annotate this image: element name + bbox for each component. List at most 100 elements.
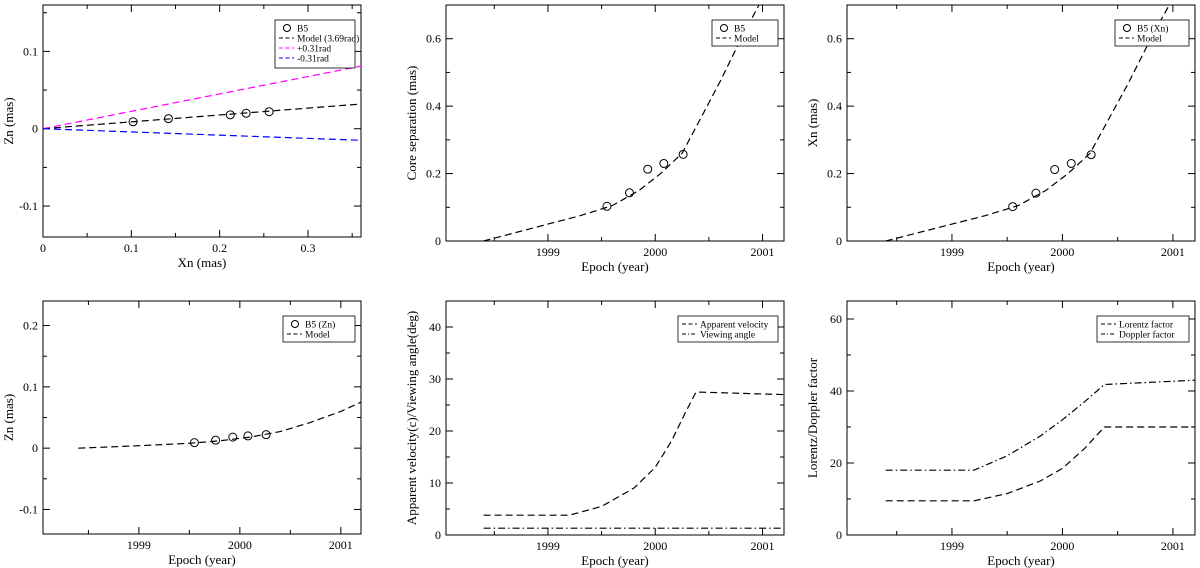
y-tick-label: 0.2	[827, 167, 842, 181]
legend-label: B5	[734, 25, 745, 35]
y-axis-label: Lorentz/Doppler factor	[805, 357, 820, 478]
legend-label: Model (3.69rad)	[297, 34, 359, 45]
plot-frame	[42, 4, 362, 238]
data-point	[1086, 150, 1096, 160]
legend: B5 (Xn)Model	[1114, 19, 1190, 47]
y-axis-label: Zn (mas)	[1, 97, 16, 144]
chart-p5: 1999 2000 2001 0 10 20 30 40 Epoch (year) Apparen…	[404, 300, 785, 568]
plot-frame	[445, 300, 785, 536]
y-tick-label: 20	[429, 424, 441, 438]
x-tick-label: 2000	[228, 538, 252, 552]
series-group	[43, 65, 361, 141]
x-tick-label: 2001	[1161, 245, 1185, 259]
data-point	[264, 107, 274, 117]
legend-label: Model	[305, 331, 330, 341]
legend-label: -0.31rad	[297, 55, 329, 65]
legend-label: Doppler factor	[1119, 330, 1175, 341]
data-point	[189, 438, 199, 448]
legend-box	[274, 19, 356, 69]
data-point	[1008, 202, 1018, 212]
series-group	[483, 391, 784, 529]
x-axis-label: Epoch (year)	[987, 259, 1055, 274]
series-line	[43, 128, 361, 141]
data-point	[241, 108, 251, 118]
x-tick-label: 0.2	[212, 241, 227, 255]
x-tick-label: 1999	[536, 539, 560, 553]
data-point	[602, 201, 612, 211]
y-axis-label: Zn (mas)	[1, 394, 16, 441]
legend: B5 (Zn)Model	[282, 315, 356, 343]
y-tick-label: -0.1	[19, 199, 38, 213]
y-tick-label: 0.1	[23, 44, 38, 58]
chart-p2: 1999 2000 2001 0 0.2 0.4 0.6 Epoch (year) Core s…	[404, 4, 785, 274]
chart-p6: 1999 2000 2001 0 20 40 60 Epoch (year) Lorentz/D…	[805, 300, 1196, 568]
series-line	[885, 5, 1170, 241]
series-line	[78, 401, 361, 449]
data-point	[128, 117, 138, 127]
series-group	[885, 5, 1170, 241]
chart-p3: 1999 2000 2001 0 0.2 0.4 0.6 Epoch (year) Xn (ma…	[805, 4, 1196, 274]
x-tick-label: 1999	[940, 539, 964, 553]
x-tick-label: 2000	[643, 245, 667, 259]
y-tick-label: 0.4	[827, 99, 842, 113]
y-axis-label: Apparent velocity(c)/Viewing angle(deg)	[404, 311, 419, 525]
chart-p4: 1999 2000 2001 -0.1 0 0.1 0.2 Epoch (year) Zn (m…	[1, 300, 362, 567]
x-tick-label: 2001	[751, 539, 775, 553]
series-line	[483, 5, 760, 241]
x-tick-label: 0.3	[301, 241, 316, 255]
x-tick-label: 2000	[1050, 245, 1074, 259]
legend-marker	[1123, 24, 1131, 32]
data-point	[163, 114, 173, 124]
y-tick-label: 0	[32, 122, 38, 136]
y-axis-label: Core separation (mas)	[404, 66, 419, 181]
legend-box	[1096, 315, 1190, 343]
plot-frame	[846, 300, 1196, 536]
plot-frame	[445, 4, 785, 242]
data-point	[678, 149, 688, 159]
y-tick-label: 40	[429, 320, 441, 334]
x-axis-label: Epoch (year)	[987, 553, 1055, 568]
legend-box	[677, 315, 779, 343]
y-tick-label: 20	[830, 456, 842, 470]
series-group	[78, 401, 361, 449]
legend-label: Lorentz factor	[1119, 320, 1174, 331]
data-point	[225, 110, 235, 120]
y-tick-label: 10	[429, 476, 441, 490]
y-tick-label: 60	[830, 312, 842, 326]
x-axis-label: Epoch (year)	[581, 259, 649, 274]
y-tick-label: 0	[836, 528, 842, 542]
y-tick-label: 0	[32, 441, 38, 455]
legend-label: Viewing angle	[700, 331, 755, 341]
y-tick-label: 0.6	[426, 32, 441, 46]
data-point	[1050, 165, 1060, 175]
y-tick-label: 0.2	[426, 167, 441, 181]
legend-marker	[720, 24, 728, 32]
legend-marker	[291, 320, 299, 328]
y-tick-label: 0	[435, 528, 441, 542]
x-tick-label: 0.1	[124, 241, 139, 255]
x-tick-label: 2001	[329, 538, 353, 552]
x-axis-label: Xn (mas)	[178, 255, 227, 270]
x-tick-label: 1999	[940, 245, 964, 259]
data-point	[261, 430, 271, 440]
data-point	[659, 158, 669, 168]
x-tick-label: 2001	[1161, 539, 1185, 553]
x-tick-label: 0	[40, 241, 46, 255]
x-tick-label: 2001	[751, 245, 775, 259]
legend-label: B5 (Zn)	[305, 320, 335, 331]
y-tick-label: -0.1	[19, 502, 38, 516]
x-axis-label: Epoch (year)	[581, 553, 649, 568]
legend-marker	[283, 24, 291, 32]
series-line	[43, 103, 361, 130]
series-line	[885, 426, 1195, 502]
y-tick-label: 0	[435, 234, 441, 248]
y-tick-label: 0.6	[827, 32, 842, 46]
y-tick-label: 40	[830, 384, 842, 398]
y-tick-label: 0	[836, 234, 842, 248]
data-point	[211, 435, 221, 445]
y-axis-label: Xn (mas)	[805, 99, 820, 148]
legend-label: B5 (Xn)	[1137, 24, 1168, 35]
